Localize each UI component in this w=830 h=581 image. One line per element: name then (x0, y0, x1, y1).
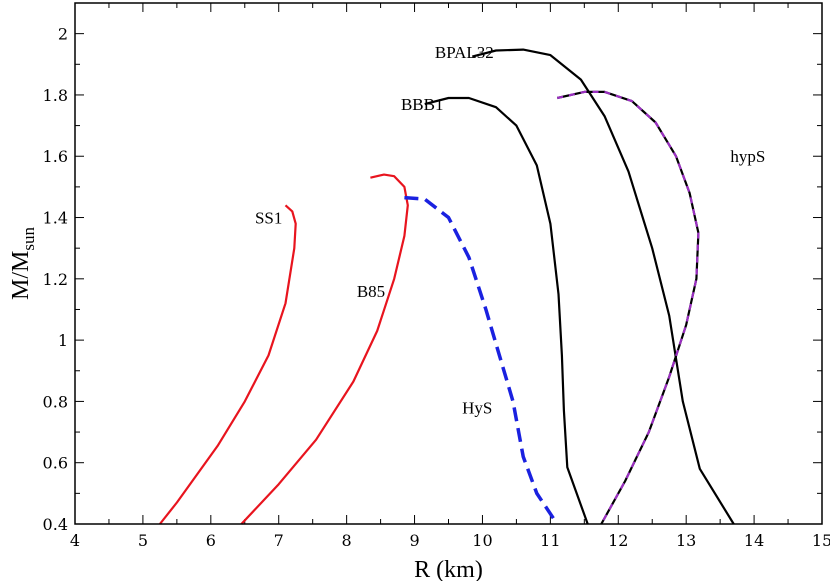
x-tick-label: 11 (540, 531, 560, 550)
y-axis-label: M/Msun (8, 227, 38, 300)
y-tick-label: 0.6 (43, 454, 68, 473)
y-tick-label: 1.4 (43, 209, 68, 228)
series-curves (159, 48, 735, 525)
curve-label-b85: B85 (357, 282, 385, 301)
x-tick-label: 4 (70, 531, 80, 550)
curve-label-bbb1: BBB1 (401, 95, 444, 114)
y-axis-label-main: M/M (8, 251, 34, 300)
x-tick-label: 15 (812, 531, 830, 550)
x-tick-label: 9 (409, 531, 419, 550)
y-tick-label: 1 (58, 331, 68, 350)
x-tick-label: 10 (472, 531, 492, 550)
x-tick-label: 6 (206, 531, 216, 550)
x-tick-label: 5 (138, 531, 148, 550)
x-tick-label: 14 (744, 531, 764, 550)
y-tick-label: 1.8 (43, 86, 68, 105)
series-ss1-line (159, 204, 297, 525)
y-tick-label: 0.4 (43, 515, 68, 534)
series-bpal32-line (472, 48, 735, 525)
plot-frame (74, 2, 823, 525)
curve-label-bpal32: BPAL32 (435, 43, 494, 62)
x-tick-label: 8 (342, 531, 352, 550)
y-tick-label: 2 (58, 25, 68, 44)
series-b85-line (240, 173, 409, 525)
series-hys-line (404, 195, 559, 525)
series-bbb1-line (424, 96, 589, 525)
y-axis-ticks: 0.4 0.6 0.8 1 1.2 1.4 1.6 1.8 2 (43, 2, 822, 534)
x-tick-label: 13 (676, 531, 696, 550)
curve-labels: SS1 B85 HyS BBB1 BPAL32 hypS (255, 43, 765, 418)
x-tick-label: 12 (608, 531, 628, 550)
x-axis-ticks: 4 5 6 7 8 9 10 11 12 13 14 15 (70, 3, 830, 550)
curve-label-hyps: hypS (730, 147, 765, 166)
y-axis-label-sub: sun (19, 227, 38, 251)
curve-label-ss1: SS1 (255, 209, 282, 228)
x-axis-label: R (km) (414, 557, 483, 581)
y-tick-label: 1.6 (43, 147, 68, 166)
y-tick-label: 0.8 (43, 392, 68, 411)
curve-label-hys: HyS (462, 399, 492, 418)
y-tick-label: 1.2 (43, 270, 68, 289)
x-tick-label: 7 (274, 531, 284, 550)
series-hyps-line-overlay (556, 90, 700, 525)
